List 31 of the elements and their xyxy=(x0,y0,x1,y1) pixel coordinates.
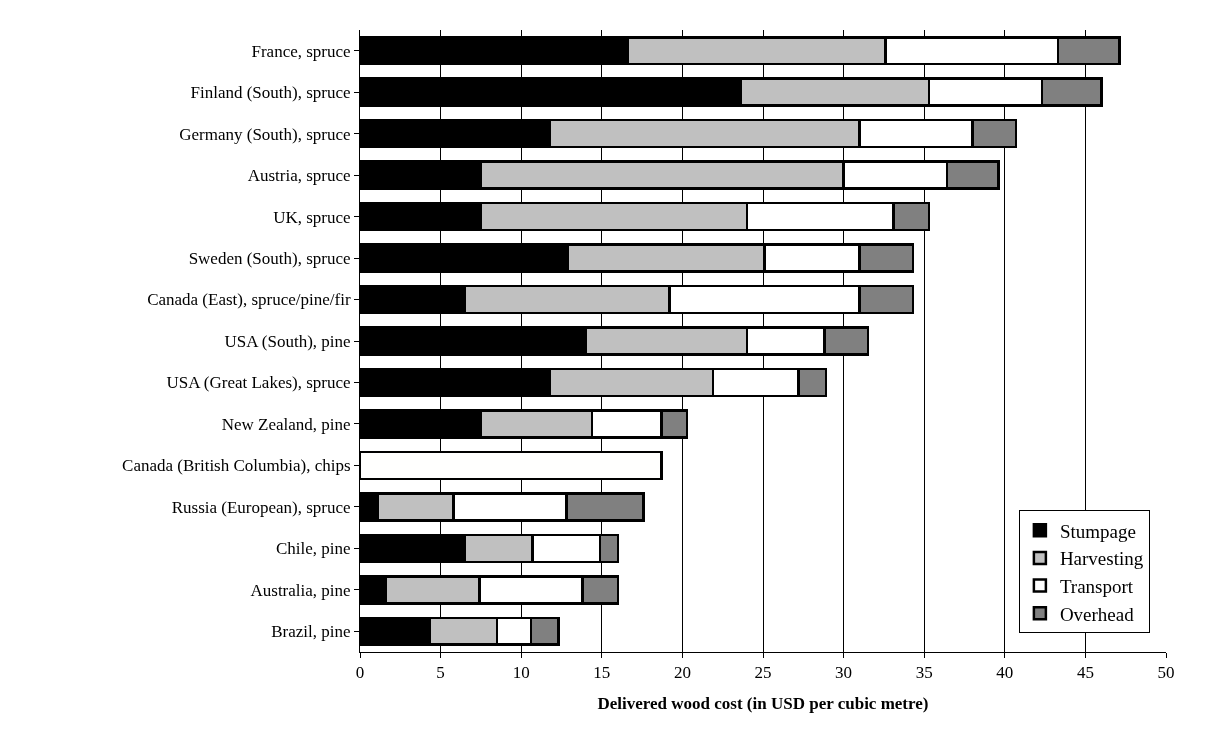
y-tick-label: Sweden (South), spruce xyxy=(188,249,351,269)
x-axis-title: Delivered wood cost (in USD per cubic metre) xyxy=(597,693,929,713)
x-tick-label: 20 xyxy=(673,663,691,683)
x-tick-label: 50 xyxy=(1157,663,1175,683)
x-tick-label: 10 xyxy=(512,663,530,683)
x-tick-label: 15 xyxy=(593,663,611,683)
y-tick-label: Finland (South), spruce xyxy=(190,83,351,103)
x-tick-label: 45 xyxy=(1076,663,1094,683)
x-tick-label: 35 xyxy=(915,663,933,683)
x-tick-label: 25 xyxy=(754,663,772,683)
y-tick-label: Canada (British Columbia), chips xyxy=(122,456,351,476)
y-tick-label: Austria, spruce xyxy=(247,166,351,186)
y-tick-label: France, spruce xyxy=(251,41,351,61)
y-tick-label: Australia, pine xyxy=(250,580,351,600)
y-tick-label: New Zealand, pine xyxy=(221,414,351,434)
y-tick-label: Canada (East), spruce/pine/fir xyxy=(147,290,351,310)
legend-label: Harvesting xyxy=(1059,548,1144,570)
x-tick-label: 40 xyxy=(996,663,1014,683)
y-tick-label: Germany (South), spruce xyxy=(179,124,351,144)
y-tick-label: UK, spruce xyxy=(273,207,351,227)
y-tick-label: Russia (European), spruce xyxy=(171,497,351,517)
y-tick-label: USA (South), pine xyxy=(224,331,351,351)
legend-label: Stumpage xyxy=(1059,520,1136,542)
legend-label: Overhead xyxy=(1059,603,1135,625)
legend-label: Transport xyxy=(1059,576,1134,597)
y-tick-label: Chile, pine xyxy=(275,539,351,559)
y-tick-label: Brazil, pine xyxy=(271,622,351,642)
y-tick-label: USA (Great Lakes), spruce xyxy=(166,373,351,393)
x-tick-label: 30 xyxy=(835,663,853,683)
x-tick-label: 0 xyxy=(355,663,365,683)
x-tick-label: 5 xyxy=(436,663,445,683)
